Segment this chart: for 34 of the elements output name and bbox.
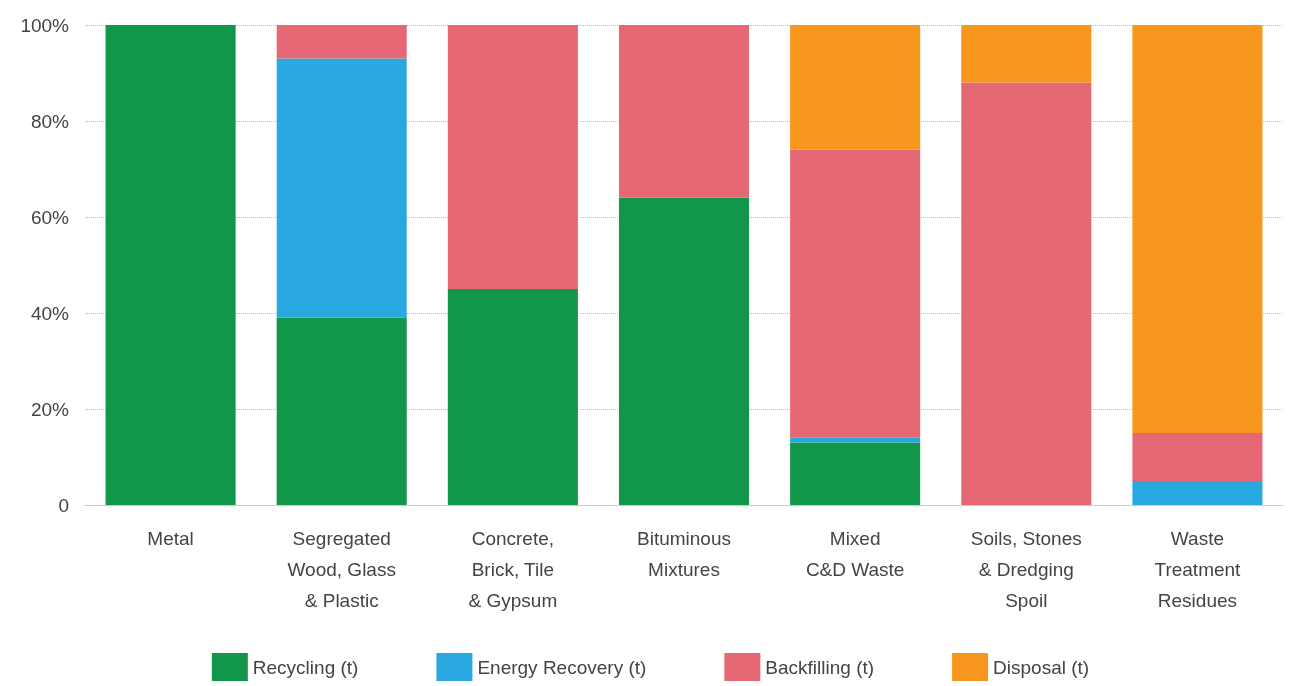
x-tick-label: Soils, Stones & Dredging Spoil [970, 528, 1082, 611]
bar [447, 25, 578, 289]
x-tick-label: Segregated Wood, Glass & Plastic [287, 528, 396, 611]
legend-label: Energy Recovery (t) [477, 656, 647, 678]
y-tick-label: 60% [30, 206, 70, 228]
x-tick-label: Concrete, Brick, Tile & Gypsum [468, 528, 558, 611]
x-tick-label: Metal [147, 528, 194, 549]
x-tick-label: Bituminous Mixtures [637, 528, 731, 580]
legend-label: Recycling (t) [252, 656, 359, 678]
bar [790, 25, 921, 150]
legend-label: Backfilling (t) [765, 656, 875, 678]
bar [105, 25, 236, 505]
bar [618, 25, 750, 198]
bar [961, 25, 1092, 83]
bar [790, 437, 921, 443]
bar [276, 58, 407, 318]
y-tick-label: 40% [30, 302, 70, 324]
y-tick-label: 80% [30, 110, 70, 132]
legend-label: Disposal (t) [993, 656, 1090, 678]
bar [790, 149, 921, 438]
bar [276, 317, 407, 505]
x-tick-label: Waste Treatment Residues [1154, 528, 1242, 611]
bar [790, 442, 921, 505]
y-tick-label: 20% [30, 398, 70, 420]
bar [1132, 25, 1263, 433]
y-tick-label: 0 [58, 494, 69, 516]
bar [1132, 481, 1263, 505]
bar [961, 82, 1092, 505]
bar [447, 289, 578, 505]
bar [618, 197, 750, 505]
y-tick-label: 100% [20, 14, 70, 36]
bar [276, 25, 407, 59]
x-tick-label: Mixed C&D Waste [805, 528, 905, 580]
bar [1132, 433, 1263, 481]
